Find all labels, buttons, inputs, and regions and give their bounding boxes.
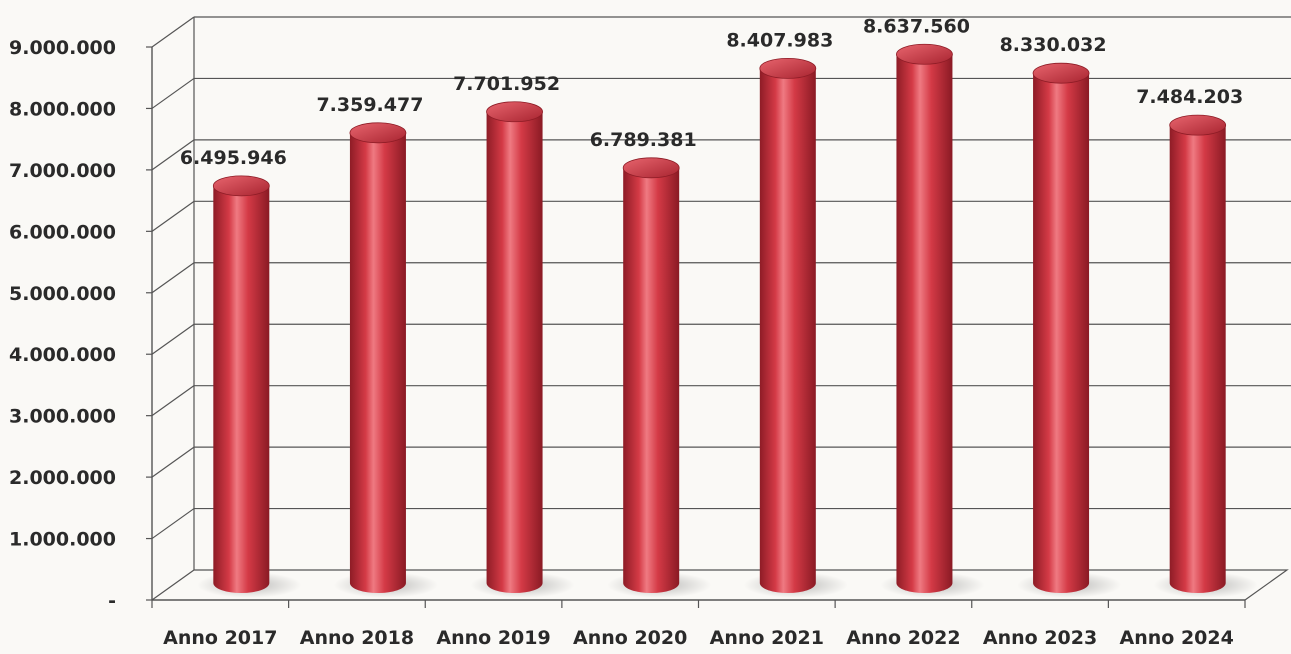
x-tick-label: Anno 2019 bbox=[436, 627, 550, 649]
data-label: 6.789.381 bbox=[590, 129, 697, 151]
bar bbox=[1153, 114, 1258, 598]
gridline-depth bbox=[151, 16, 195, 48]
bar bbox=[607, 157, 712, 598]
bar bbox=[880, 43, 985, 598]
gridline-depth bbox=[151, 77, 195, 109]
bar-body bbox=[759, 68, 816, 593]
bar-body bbox=[1169, 125, 1226, 594]
y-tick-label: 8.000.000 bbox=[9, 98, 116, 120]
axis-layer bbox=[146, 46, 1289, 608]
gridline-depth bbox=[151, 323, 195, 355]
y-tick-label: 5.000.000 bbox=[9, 283, 116, 305]
bar-body bbox=[213, 185, 270, 593]
x-tick-label: Anno 2020 bbox=[573, 627, 687, 649]
y-tick-label: 6.000.000 bbox=[9, 221, 116, 243]
gridline-depth bbox=[151, 385, 195, 417]
bar-body bbox=[486, 111, 543, 593]
gridline-depth bbox=[151, 200, 195, 232]
y-tick-label: 2.000.000 bbox=[9, 467, 116, 489]
bar bbox=[470, 101, 575, 598]
bars-layer bbox=[197, 43, 1258, 598]
bar-top bbox=[349, 122, 407, 144]
y-tick-label: 4.000.000 bbox=[9, 344, 116, 366]
gridline-depth bbox=[151, 139, 195, 171]
x-tick-label: Anno 2018 bbox=[300, 627, 414, 649]
y-tick-label: 3.000.000 bbox=[9, 406, 116, 428]
x-tick-label: Anno 2023 bbox=[983, 627, 1097, 649]
bar-body bbox=[623, 167, 680, 593]
bar bbox=[333, 122, 438, 598]
y-tick-label: 7.000.000 bbox=[9, 160, 116, 182]
bar bbox=[743, 57, 848, 598]
gridline-depth bbox=[151, 262, 195, 294]
y-tick-label: - bbox=[108, 590, 116, 612]
bar-body bbox=[1033, 73, 1090, 593]
y-tick-label: 1.000.000 bbox=[9, 529, 116, 551]
x-tick-label: Anno 2022 bbox=[846, 627, 960, 649]
data-label: 8.407.983 bbox=[726, 29, 833, 51]
bar-top bbox=[212, 175, 270, 197]
bar bbox=[1017, 62, 1122, 598]
bar-top bbox=[622, 157, 680, 179]
data-label: 8.637.560 bbox=[863, 15, 970, 37]
data-label: 7.484.203 bbox=[1136, 86, 1243, 108]
data-label: 7.701.952 bbox=[453, 73, 560, 95]
x-tick-label: Anno 2021 bbox=[710, 627, 824, 649]
bar-body bbox=[349, 132, 406, 593]
data-label: 8.330.032 bbox=[1000, 34, 1107, 56]
y-tick-label: 9.000.000 bbox=[9, 37, 116, 59]
floor bbox=[151, 569, 1289, 601]
bar-body bbox=[896, 54, 953, 594]
data-label: 7.359.477 bbox=[316, 94, 423, 116]
x-tick-label: Anno 2017 bbox=[163, 627, 277, 649]
bar-top bbox=[1169, 114, 1227, 136]
bar-top bbox=[486, 101, 543, 123]
bar-top bbox=[1032, 62, 1090, 84]
data-label: 6.495.946 bbox=[180, 147, 287, 169]
gridline-depth bbox=[151, 508, 195, 540]
bar-top bbox=[896, 43, 953, 65]
bar bbox=[197, 175, 302, 598]
labels-layer: - 1.000.000 2.000.000 3.000.000 4.000.000 5.0… bbox=[9, 15, 1243, 649]
gridline-depth bbox=[151, 446, 195, 478]
x-tick-label: Anno 2024 bbox=[1120, 627, 1234, 649]
bar-top bbox=[759, 57, 817, 79]
